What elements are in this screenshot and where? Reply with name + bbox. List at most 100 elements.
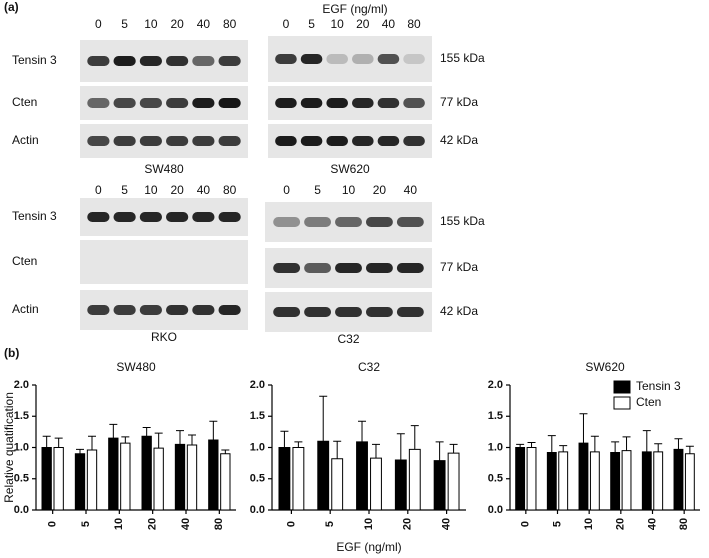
bar <box>153 447 164 511</box>
chart-title: SW620 <box>585 360 625 374</box>
y-tick-label: 0.5 <box>488 473 503 485</box>
blot-band <box>218 98 241 108</box>
dose-label: 40 <box>197 183 211 197</box>
blot-band <box>273 307 301 317</box>
legend-label: Cten <box>636 395 661 409</box>
bar <box>186 444 198 511</box>
error-bar <box>654 443 663 452</box>
bar <box>621 450 632 511</box>
bar <box>41 447 52 511</box>
error-bar <box>209 420 218 440</box>
blot-band <box>377 136 400 146</box>
size-label: 155 kDa <box>440 214 485 228</box>
blot-band <box>377 98 400 108</box>
x-tick-label: 40 <box>441 518 453 530</box>
bar <box>526 447 537 511</box>
blot-band <box>139 98 162 108</box>
blot-band <box>192 56 215 66</box>
error-bar <box>54 437 63 448</box>
blot-band <box>403 136 425 146</box>
error-bar <box>333 440 342 459</box>
size-label: 42 kDa <box>440 304 478 318</box>
x-tick-label: 0 <box>520 521 532 527</box>
dose-label: 5 <box>308 17 315 31</box>
blot-band <box>166 56 189 66</box>
blot-band <box>218 56 241 66</box>
dose-label: 0 <box>283 17 290 31</box>
error-bar <box>371 443 380 459</box>
y-tick-label: 2.0 <box>14 379 29 391</box>
error-bar <box>559 445 568 452</box>
blot-band <box>365 263 393 273</box>
dose-label: 10 <box>342 183 356 197</box>
blot-band <box>326 136 348 146</box>
bar <box>174 443 186 511</box>
blot-band <box>218 305 241 315</box>
row-label: Actin <box>12 302 39 316</box>
blot-band <box>304 217 332 227</box>
error-bar <box>516 443 525 448</box>
blot-band <box>139 56 162 66</box>
x-tick-label: 5 <box>324 521 336 527</box>
blot-band <box>113 98 136 108</box>
bar <box>53 447 64 511</box>
dose-label: 80 <box>407 17 421 31</box>
error-bar <box>154 432 163 449</box>
error-bar <box>142 427 151 437</box>
error-bar <box>674 438 683 450</box>
bar <box>292 447 305 511</box>
blot-band <box>377 54 400 64</box>
bar <box>546 452 557 511</box>
error-bar <box>642 430 651 452</box>
bar <box>208 439 219 511</box>
blot-band <box>335 263 362 273</box>
bar <box>394 459 407 511</box>
bar <box>331 458 344 511</box>
y-tick-label: 0.0 <box>14 504 29 516</box>
blot-band <box>166 136 189 146</box>
error-bar <box>176 430 184 445</box>
blot-band <box>335 307 362 317</box>
blot-band <box>113 212 136 222</box>
cell-line-label: SW620 <box>330 162 370 176</box>
blot-band <box>365 307 393 317</box>
cell-line-label: RKO <box>151 330 177 344</box>
y-tick-label: 0.5 <box>14 473 29 485</box>
error-bar <box>527 442 536 448</box>
size-label: 155 kDa <box>440 51 485 65</box>
dose-label: 10 <box>144 183 158 197</box>
bar <box>641 451 652 511</box>
dose-label: 40 <box>197 17 211 31</box>
panel-label: (b) <box>4 346 19 360</box>
blot-band <box>326 98 348 108</box>
error-bar <box>590 435 599 452</box>
blot-band <box>396 307 424 317</box>
blot-band <box>365 217 393 227</box>
error-bar <box>88 435 96 450</box>
x-tick-label: 0 <box>285 521 297 527</box>
blot-strip <box>80 240 248 284</box>
blot-band <box>352 98 374 108</box>
blot-band <box>139 212 162 222</box>
error-bar <box>221 449 230 454</box>
chart-title: SW480 <box>116 360 156 374</box>
y-tick-label: 0.5 <box>250 473 265 485</box>
blot-band <box>396 263 424 273</box>
x-tick-label: 80 <box>213 518 225 530</box>
bar <box>673 448 684 511</box>
error-bar <box>121 436 130 444</box>
y-tick-label: 1.0 <box>14 441 29 453</box>
row-label: Tensin 3 <box>12 53 57 67</box>
blot-band <box>192 305 215 315</box>
x-tick-label: 0 <box>47 521 59 527</box>
blot-band <box>335 217 362 227</box>
error-bar <box>622 436 631 451</box>
blot-band <box>273 263 301 273</box>
row-label: Tensin 3 <box>12 209 57 223</box>
y-axis-label: Relative quatification <box>2 392 16 503</box>
error-bar <box>280 430 289 448</box>
size-label: 42 kDa <box>440 133 478 147</box>
dose-label: 20 <box>373 183 387 197</box>
cell-line-label: SW480 <box>144 162 184 176</box>
